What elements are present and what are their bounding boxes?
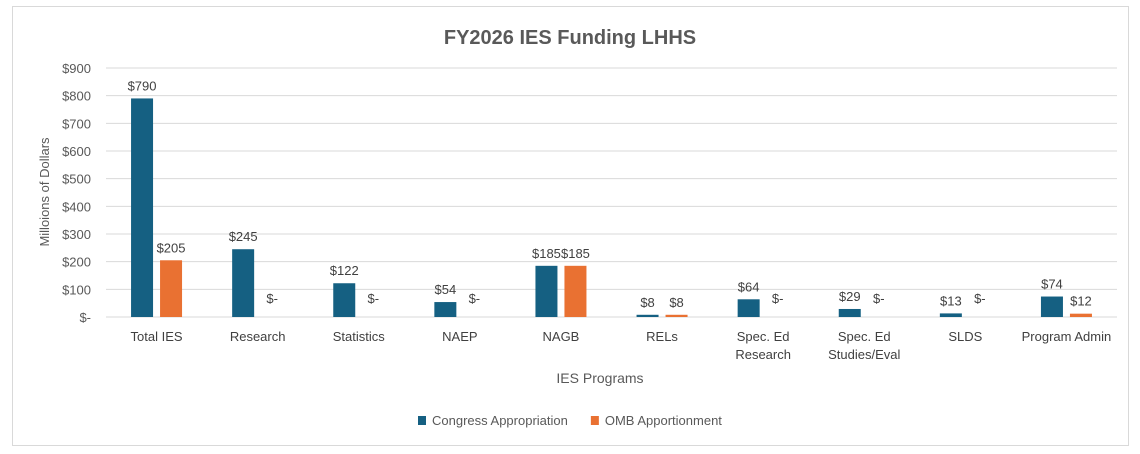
- y-axis-label: Milloions of Dollars: [37, 137, 52, 247]
- bar-congress: [636, 314, 659, 317]
- data-label: $64: [738, 279, 760, 294]
- y-tick-label: $600: [62, 144, 91, 159]
- legend-label: OMB Apportionment: [605, 413, 722, 428]
- bar-congress: [131, 98, 154, 317]
- data-label: $-: [367, 291, 379, 306]
- bar-omb: [160, 260, 183, 317]
- x-tick-label: Program Admin: [1022, 329, 1112, 344]
- bar-congress: [535, 265, 558, 317]
- data-label: $-: [772, 291, 784, 306]
- bar-congress: [838, 308, 861, 317]
- bar-omb: [564, 265, 587, 317]
- x-tick-label: SLDS: [948, 329, 982, 344]
- bar-omb: [665, 314, 688, 317]
- x-tick-label: NAEP: [442, 329, 477, 344]
- bar-congress: [1040, 296, 1063, 317]
- data-label: $29: [839, 289, 861, 304]
- x-tick-label: Spec. Ed: [838, 329, 891, 344]
- y-tick-label: $400: [62, 199, 91, 214]
- y-tick-label: $300: [62, 227, 91, 242]
- y-tick-label: $200: [62, 255, 91, 270]
- data-label: $12: [1070, 294, 1092, 309]
- x-tick-label: Studies/Eval: [828, 347, 900, 362]
- x-tick-label: RELs: [646, 329, 678, 344]
- data-label: $790: [128, 78, 157, 93]
- data-label: $185: [561, 246, 590, 261]
- legend-swatch: [590, 416, 599, 425]
- x-tick-label: Statistics: [333, 329, 386, 344]
- x-tick-label: Research: [735, 347, 791, 362]
- data-label: $8: [640, 295, 654, 310]
- y-tick-label: $700: [62, 116, 91, 131]
- y-tick-label: $900: [62, 61, 91, 76]
- y-tick-label: $500: [62, 172, 91, 187]
- data-label: $8: [669, 295, 683, 310]
- bar-congress: [333, 283, 356, 317]
- data-label: $185: [532, 246, 561, 261]
- chart-title: FY2026 IES Funding LHHS: [444, 27, 696, 49]
- bar-congress: [737, 299, 760, 317]
- x-tick-label: Total IES: [131, 329, 183, 344]
- y-tick-label: $100: [62, 282, 91, 297]
- data-label: $74: [1041, 277, 1063, 292]
- x-axis-label: IES Programs: [556, 370, 643, 386]
- data-label: $-: [873, 291, 885, 306]
- y-tick-label: $800: [62, 89, 91, 104]
- data-label: $-: [469, 291, 481, 306]
- data-label: $122: [330, 263, 359, 278]
- x-tick-label: Spec. Ed: [737, 329, 790, 344]
- chart-frame: [12, 6, 1129, 446]
- data-label: $13: [940, 293, 962, 308]
- legend-label: Congress Appropriation: [432, 413, 568, 428]
- bar-congress: [939, 313, 962, 317]
- bar-congress: [434, 302, 457, 317]
- bar-omb: [1069, 313, 1092, 317]
- y-tick-label: $-: [79, 310, 91, 325]
- x-tick-label: NAGB: [543, 329, 580, 344]
- data-label: $-: [266, 291, 278, 306]
- data-label: $205: [157, 240, 186, 255]
- bar-congress: [232, 249, 255, 317]
- data-label: $54: [434, 282, 456, 297]
- data-label: $245: [229, 229, 258, 244]
- legend-swatch: [418, 416, 426, 425]
- x-tick-label: Research: [230, 329, 286, 344]
- data-label: $-: [974, 291, 986, 306]
